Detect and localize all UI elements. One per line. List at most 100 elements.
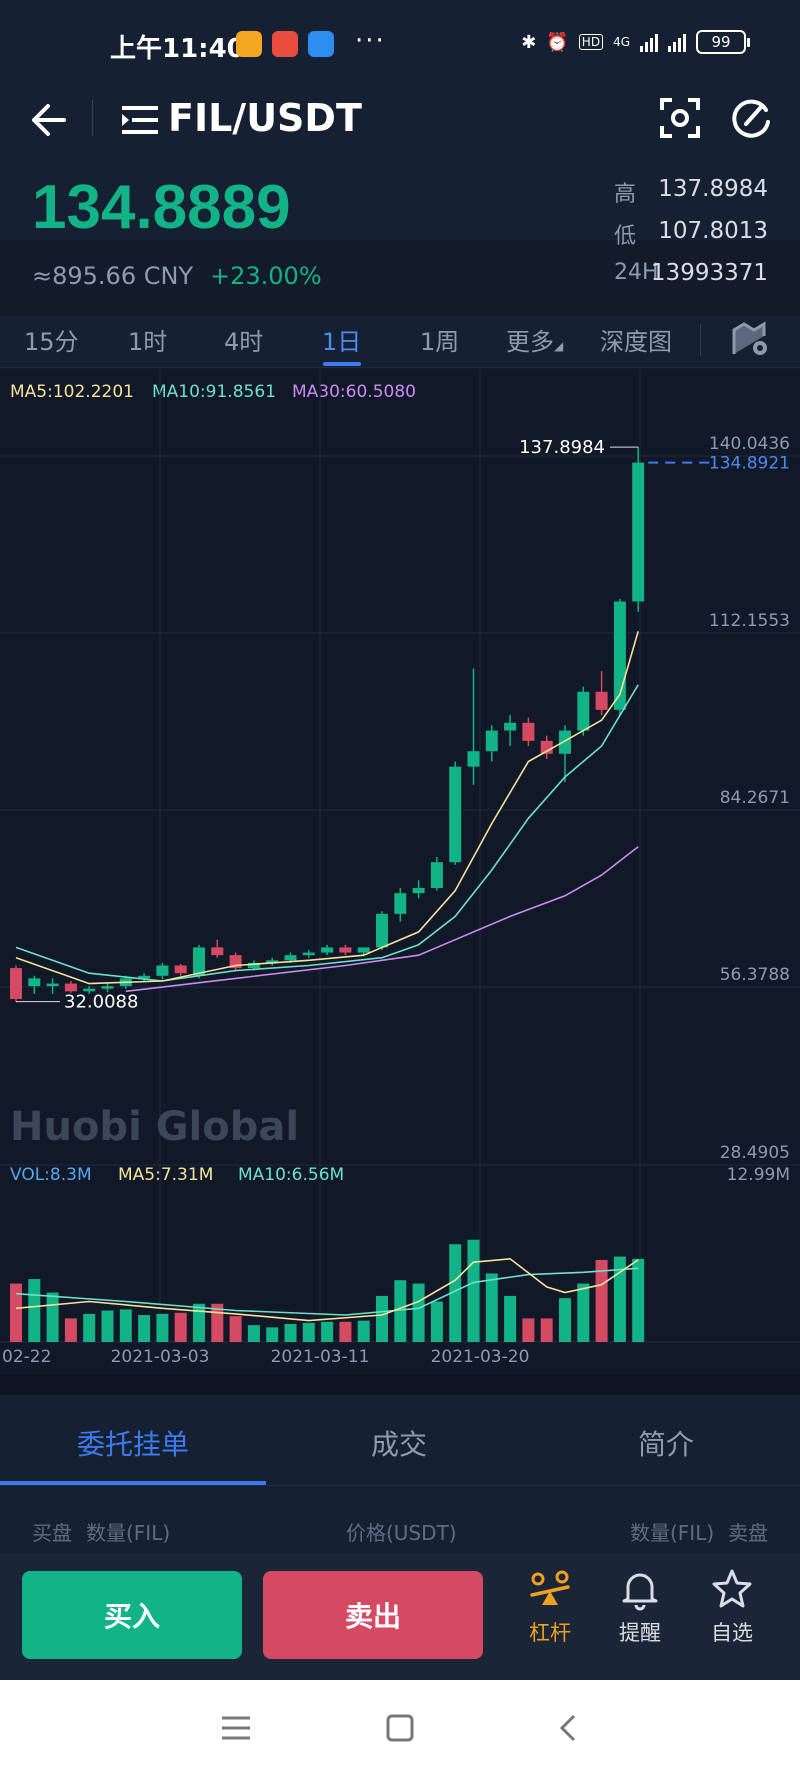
system-nav-bar	[0, 1680, 800, 1776]
qty-right-label: 数量(FIL)	[630, 1521, 715, 1545]
candle-body	[540, 740, 553, 754]
tab-1w[interactable]: 1周	[420, 328, 460, 356]
network-label: 4G	[613, 35, 630, 49]
tab-15m[interactable]: 15分	[24, 328, 79, 356]
home-nav-icon[interactable]	[382, 1710, 418, 1746]
volume-bar	[357, 1320, 370, 1342]
alert-label: 提醒	[619, 1621, 661, 1645]
tab-1h[interactable]: 1时	[128, 328, 168, 356]
candle-body	[485, 730, 498, 752]
volume-bar	[577, 1283, 590, 1342]
volume-bar	[559, 1298, 571, 1342]
vol-ma10-legend: MA10:6.56M	[238, 1165, 344, 1185]
alert-button[interactable]: 提醒	[600, 1567, 680, 1647]
date-label-1: 02-22	[2, 1347, 51, 1367]
volume-bar	[504, 1295, 517, 1342]
ma10-legend: MA10:91.8561	[152, 382, 276, 402]
message-app-icon	[308, 31, 334, 57]
status-bar: 上午11:40 ··· ✱ ⏰ HD 4G 99	[0, 0, 800, 90]
tab-1d[interactable]: 1日	[322, 328, 362, 356]
tab-4h[interactable]: 4时	[224, 328, 264, 356]
candle-body	[577, 691, 590, 731]
more-dots-icon: ···	[355, 26, 386, 56]
watchlist-button[interactable]: 自选	[692, 1567, 772, 1647]
candle-body	[156, 965, 169, 976]
ma30-line	[125, 846, 639, 993]
leverage-label: 杠杆	[529, 1621, 571, 1645]
axis-label-4: 56.3788	[720, 965, 790, 985]
candle-body	[266, 960, 279, 963]
candle-body	[193, 947, 205, 976]
sell-button[interactable]: 卖出	[263, 1571, 483, 1659]
candle-body	[174, 965, 187, 974]
menu-nav-icon[interactable]	[218, 1710, 254, 1746]
candle-body	[357, 947, 370, 953]
tab-orders[interactable]: 委托挂单	[76, 1428, 189, 1461]
last-price: 134.8889	[32, 173, 291, 242]
candle-body	[412, 888, 425, 894]
refresh-speed-icon[interactable]	[728, 96, 772, 140]
leverage-icon	[530, 1570, 570, 1605]
volume-bar	[64, 1318, 77, 1342]
volume-bar	[138, 1315, 151, 1342]
volume-bar	[467, 1239, 480, 1342]
tab-separator	[700, 324, 701, 356]
candle-body	[632, 462, 645, 602]
volume-bar	[321, 1321, 334, 1342]
high-marker-label: 137.8984	[519, 437, 605, 458]
price-header-label: 价格(USDT)	[346, 1521, 457, 1545]
axis-label-3: 84.2671	[720, 788, 790, 808]
volume-bar	[540, 1318, 553, 1342]
volume-bar	[394, 1280, 407, 1342]
candle-body	[46, 983, 59, 987]
back-arrow-icon[interactable]	[28, 100, 68, 140]
volume-bar	[119, 1309, 132, 1342]
low-marker-label: 32.0088	[64, 992, 138, 1013]
chart-settings-icon[interactable]	[732, 320, 770, 358]
signal-icon	[640, 32, 658, 52]
panel-gap	[0, 1375, 800, 1395]
candle-body	[138, 975, 151, 979]
low-value: 107.8013	[658, 218, 768, 244]
hd-badge: HD	[578, 34, 604, 50]
volume-bar	[613, 1256, 626, 1342]
volume-bar	[430, 1301, 443, 1342]
candle-body	[83, 988, 96, 992]
tab-intro[interactable]: 简介	[637, 1428, 694, 1461]
buy-button[interactable]: 买入	[22, 1571, 242, 1659]
candle-body	[430, 862, 443, 889]
last-price-label: 134.8921	[709, 454, 790, 474]
star-icon	[712, 1569, 752, 1608]
volume-bar	[193, 1303, 205, 1342]
tab-more[interactable]: 更多◢	[506, 322, 563, 357]
caret-down-icon: ◢	[554, 339, 564, 353]
action-bar: 买入 卖出 杠杆 提醒 自选	[0, 1553, 800, 1680]
signal-2-icon	[668, 32, 686, 52]
candle-body	[559, 730, 571, 754]
screenshot-icon[interactable]	[658, 96, 702, 140]
pair-title[interactable]: FIL/USDT	[168, 96, 362, 140]
status-time: 上午11:40	[110, 34, 245, 64]
pair-menu-icon[interactable]	[122, 104, 158, 136]
kline-chart[interactable]: MA5:102.2201 MA10:91.8561 MA30:60.5080 H…	[0, 370, 800, 1375]
candle-body	[302, 952, 315, 956]
candle-body	[64, 983, 77, 992]
volume-label: 24H	[614, 260, 659, 285]
tab-depth[interactable]: 深度图	[600, 328, 672, 356]
back-nav-icon[interactable]	[550, 1710, 586, 1746]
qty-left-label: 数量(FIL)	[86, 1521, 171, 1545]
volume-bar	[247, 1325, 260, 1342]
candle-body	[467, 751, 480, 767]
active-tab-underline	[323, 362, 361, 366]
volume-bar	[412, 1283, 425, 1342]
candle-body	[522, 722, 535, 741]
leverage-button[interactable]: 杠杆	[510, 1567, 590, 1647]
low-label: 低	[614, 224, 637, 249]
volume-bar	[83, 1313, 96, 1342]
volume-bar	[339, 1321, 352, 1342]
watchlist-label: 自选	[711, 1621, 753, 1645]
tab-trades[interactable]: 成交	[370, 1428, 427, 1461]
candles	[10, 447, 645, 1002]
candle-body	[10, 968, 22, 1000]
timeframe-tabs: 15分 1时 4时 1日 1周 更多◢ 深度图	[0, 316, 800, 368]
